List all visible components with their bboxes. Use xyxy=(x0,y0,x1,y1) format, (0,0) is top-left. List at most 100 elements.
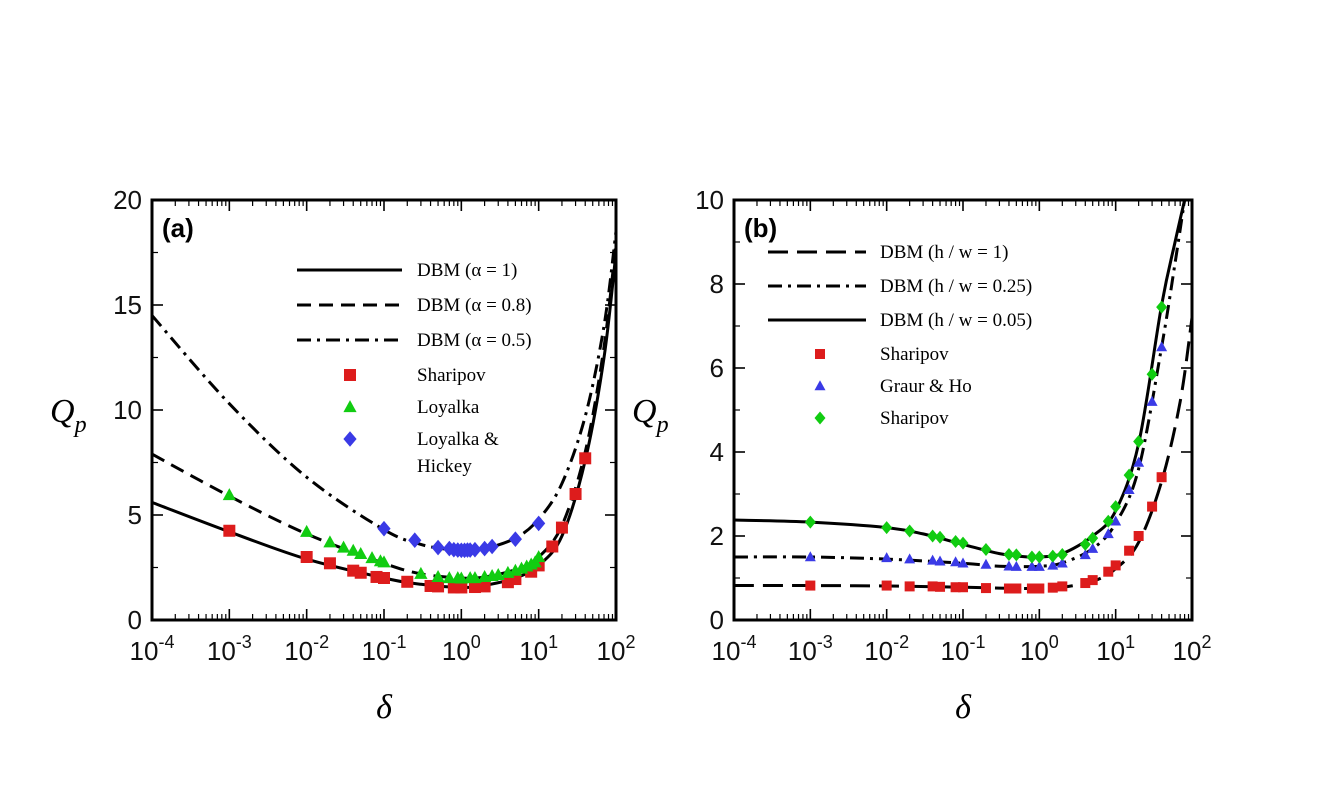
panel-b-y-axis-label-main: Q xyxy=(632,393,657,430)
panel-a-x-tick-exponent: 1 xyxy=(548,632,558,652)
panel-a-x-tick-base: 10 xyxy=(207,636,236,666)
panel-a-marker-square xyxy=(455,581,468,594)
panel-a-marker-triangle xyxy=(354,546,368,559)
panel-b-marker-triangle xyxy=(1010,560,1022,571)
panel-a-marker-triangle xyxy=(442,571,456,584)
panel-a-x-tick-base: 10 xyxy=(519,636,548,666)
panel-a-x-tick-exponent: -2 xyxy=(313,632,329,652)
panel-a-marker-diamond xyxy=(431,539,445,556)
panel-a-y-tick-label: 15 xyxy=(113,290,142,320)
panel-a-x-tick-base: 10 xyxy=(442,636,471,666)
panel-a-marker-triangle xyxy=(222,488,236,501)
panel-a-chart: 10-4 10-3 10-2 10-1 100 101 10205101520(a)δQpD… xyxy=(50,185,635,726)
panel-b-x-tick-exponent: -2 xyxy=(893,632,909,652)
panel-b-legend-label-2: DBM (h / w = 0.05) xyxy=(880,310,1032,331)
panel-a-series-line-2 xyxy=(152,231,616,553)
panel-a-y-tick-label: 5 xyxy=(128,500,142,530)
panel-b-x-tick-exponent: 0 xyxy=(1049,632,1059,652)
panel-a-marker-diamond xyxy=(485,538,499,555)
panel-a-marker-triangle xyxy=(365,551,379,564)
panel-a-marker-square xyxy=(478,580,491,593)
panel-a-marker-triangle xyxy=(346,543,360,556)
panel-b-marker-diamond xyxy=(1102,514,1114,528)
panel-a-marker-triangle xyxy=(431,570,445,583)
panel-a-marker-square xyxy=(223,524,236,537)
panel-b-marker-triangle xyxy=(1033,560,1045,571)
panel-b-y-tick-label: 4 xyxy=(710,437,724,467)
panel-a-marker-square xyxy=(432,580,445,593)
panel-b-marker-diamond xyxy=(804,515,816,529)
panel-a-marker-square xyxy=(569,488,582,500)
panel-a-marker-triangle xyxy=(491,567,505,580)
panel-a-legend-swatch-5 xyxy=(343,431,357,447)
panel-a-x-tick-base: 10 xyxy=(130,636,159,666)
panel-a-x-axis-label: δ xyxy=(376,689,393,726)
panel-b-marker-triangle xyxy=(934,555,946,566)
panel-b-x-tick-base: 10 xyxy=(864,636,893,666)
panel-b-marker-square xyxy=(1026,583,1037,594)
panel-b-legend: DBM (h / w = 1) DBM (h / w = 0.25) DBM (h … xyxy=(768,242,1032,429)
panel-b-x-tick-exponent: -3 xyxy=(817,632,833,652)
panel-b-marker-diamond xyxy=(881,521,893,535)
panel-a-x-tick-label: 101 xyxy=(519,632,558,666)
panel-a-marker-triangle xyxy=(323,535,337,548)
panel-b-x-tick-label: 100 xyxy=(1020,632,1059,666)
panel-b-panel-label: (b) xyxy=(744,213,777,243)
panel-b-legend-label-5: Sharipov xyxy=(880,408,949,429)
panel-a-legend-swatch-3 xyxy=(344,369,356,381)
panel-b-marker-diamond xyxy=(1056,547,1068,561)
panel-a-marker-square xyxy=(468,581,481,594)
panel-a-panel-label: (a) xyxy=(162,213,194,243)
panel-b-marker-triangle xyxy=(1156,341,1168,352)
panel-b-marker-triangle xyxy=(1110,515,1122,526)
panel-b-x-tick-exponent: 1 xyxy=(1125,632,1135,652)
panel-a-legend-label-0: DBM (α = 1) xyxy=(417,260,517,281)
panel-b-marker-square xyxy=(1087,575,1098,586)
panel-b-marker-square xyxy=(1110,560,1121,571)
panel-a-x-tick-exponent: 0 xyxy=(471,632,481,652)
panel-a-plot-frame xyxy=(150,198,618,622)
panel-b-legend-label-4: Graur & Ho xyxy=(880,376,972,397)
panel-b-marker-diamond xyxy=(980,542,992,556)
panel-a-marker-square xyxy=(354,566,367,579)
panel-b-marker-diamond xyxy=(1087,531,1099,545)
panel-b-marker-diamond xyxy=(957,536,969,550)
panel-b-x-tick-label: 10-3 xyxy=(788,632,833,666)
panel-b-marker-diamond xyxy=(950,534,962,548)
panel-b-x-axis-label: δ xyxy=(955,689,972,726)
panel-a-y-tick-label: 20 xyxy=(113,185,142,215)
panel-a-marker-square xyxy=(323,557,336,570)
panel-b-marker-triangle xyxy=(1047,559,1059,570)
panel-b-x-tick-label: 10-1 xyxy=(941,632,986,666)
panel-b-marker-square xyxy=(904,581,915,592)
panel-b-marker-triangle xyxy=(1026,560,1038,571)
panel-a-x-tick-label: 10-4 xyxy=(130,632,175,666)
panel-a-y-tick-label: 0 xyxy=(128,605,142,635)
panel-b-marker-triangle xyxy=(1087,542,1099,553)
panel-b-marker-square xyxy=(950,582,961,593)
panel-b-marker-triangle xyxy=(1123,484,1135,495)
panel-b-marker-square xyxy=(935,581,946,592)
panel-b-y-tick-label: 2 xyxy=(710,521,724,551)
panel-b-marker-diamond xyxy=(904,524,916,538)
panel-a-marker-square xyxy=(579,452,592,465)
panel-a-series-markers xyxy=(222,452,592,594)
panel-a-y-axis-label: Qp xyxy=(50,393,87,438)
panel-a-marker-diamond xyxy=(377,520,391,537)
panel-a-marker-square xyxy=(401,575,414,588)
panel-a-x-tick-label: 10-3 xyxy=(207,632,252,666)
panel-b-marker-triangle xyxy=(1146,395,1158,406)
panel-b-legend-swatch-4 xyxy=(814,380,826,391)
panel-b-marker-diamond xyxy=(1047,549,1059,563)
panel-a-marker-triangle xyxy=(454,571,468,584)
panel-a-legend-label-5: Loyalka & xyxy=(417,429,499,450)
panel-b-marker-diamond xyxy=(1026,550,1038,564)
panel-a-legend: DBM (α = 1) DBM (α = 0.8) DBM (α = 0.5) Sha… xyxy=(297,260,532,477)
panel-b-marker-square xyxy=(1147,501,1158,512)
panel-a-legend-label-1: DBM (α = 0.8) xyxy=(417,295,532,316)
panel-b-y-tick-label: 0 xyxy=(710,605,724,635)
panel-b-marker-square xyxy=(1011,583,1022,594)
panel-b-y-tick-label: 10 xyxy=(695,185,724,215)
panel-a-marker-triangle xyxy=(468,571,482,584)
